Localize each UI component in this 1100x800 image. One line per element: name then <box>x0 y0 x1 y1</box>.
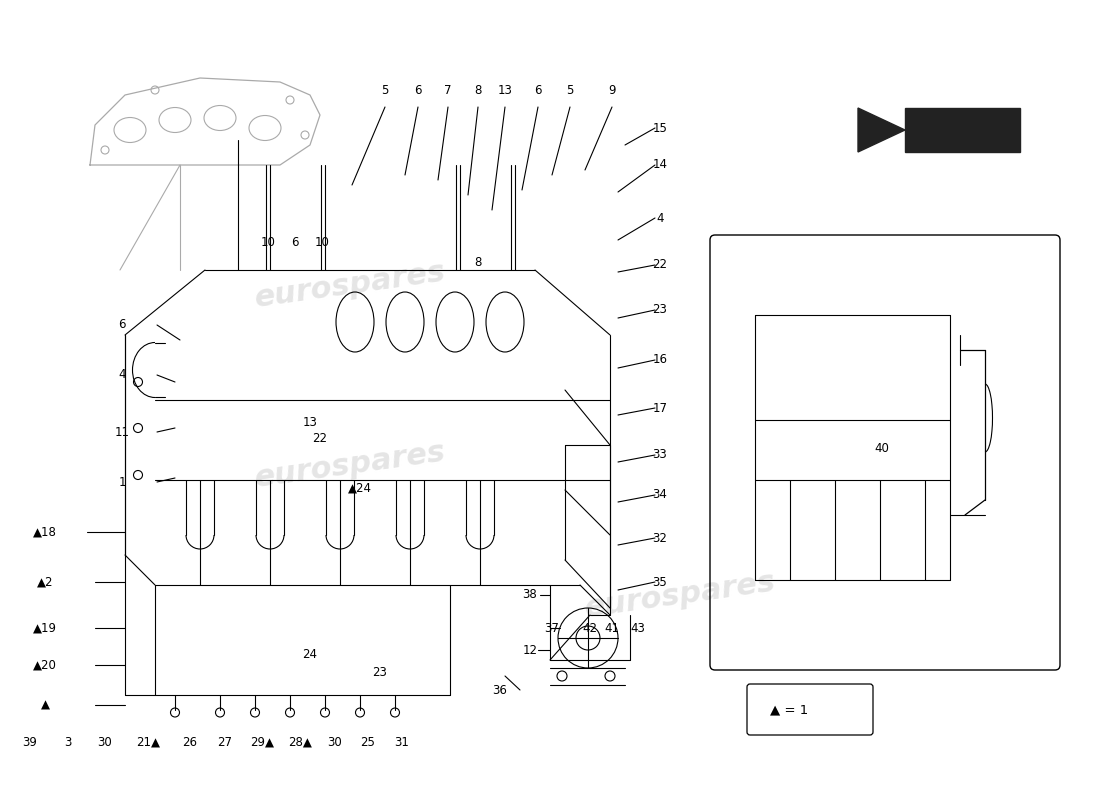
Text: 23: 23 <box>652 303 668 317</box>
Text: 39: 39 <box>23 735 37 749</box>
Text: 6: 6 <box>535 83 541 97</box>
Text: 13: 13 <box>302 415 318 429</box>
Text: 14: 14 <box>652 158 668 171</box>
Text: ▲19: ▲19 <box>33 622 57 634</box>
Text: 37: 37 <box>544 622 560 634</box>
Text: ▲24: ▲24 <box>348 482 372 494</box>
Text: 24: 24 <box>302 649 318 662</box>
Text: 12: 12 <box>522 643 538 657</box>
Text: 3: 3 <box>64 735 72 749</box>
Text: eurospares: eurospares <box>253 438 448 493</box>
Text: 4: 4 <box>657 211 663 225</box>
Text: ▲2: ▲2 <box>36 575 53 589</box>
Text: 41: 41 <box>605 622 619 634</box>
Text: 5: 5 <box>566 83 574 97</box>
Text: 27: 27 <box>218 735 232 749</box>
Text: 4: 4 <box>119 369 125 382</box>
Text: ▲18: ▲18 <box>33 526 57 538</box>
Text: 23: 23 <box>373 666 387 678</box>
Text: 7: 7 <box>444 83 452 97</box>
Text: 10: 10 <box>261 235 275 249</box>
Text: 35: 35 <box>652 575 668 589</box>
Text: 43: 43 <box>630 622 646 634</box>
Text: 6: 6 <box>292 235 299 249</box>
Text: 36: 36 <box>493 683 507 697</box>
Text: 33: 33 <box>652 449 668 462</box>
Text: 16: 16 <box>652 354 668 366</box>
Text: 22: 22 <box>652 258 668 271</box>
Text: 29▲: 29▲ <box>250 735 274 749</box>
Text: eurospares: eurospares <box>253 258 448 313</box>
Text: 26: 26 <box>183 735 198 749</box>
Text: 1: 1 <box>119 475 125 489</box>
Text: 38: 38 <box>522 589 538 602</box>
Text: 22: 22 <box>312 431 328 445</box>
Text: 34: 34 <box>652 489 668 502</box>
Polygon shape <box>858 108 905 152</box>
Text: 42: 42 <box>583 622 597 634</box>
Text: 30: 30 <box>98 735 112 749</box>
Text: 11: 11 <box>114 426 130 438</box>
Text: 9: 9 <box>608 83 616 97</box>
Text: 10: 10 <box>315 235 329 249</box>
Text: ▲ = 1: ▲ = 1 <box>770 703 808 716</box>
Text: 40: 40 <box>874 442 890 454</box>
Text: 6: 6 <box>415 83 421 97</box>
Text: 31: 31 <box>395 735 409 749</box>
Text: 30: 30 <box>328 735 342 749</box>
Text: 28▲: 28▲ <box>288 735 312 749</box>
Text: 21▲: 21▲ <box>136 735 160 749</box>
Text: 6: 6 <box>119 318 125 331</box>
Text: 32: 32 <box>652 531 668 545</box>
Text: 15: 15 <box>652 122 668 134</box>
Text: 8: 8 <box>474 255 482 269</box>
Text: ▲: ▲ <box>41 698 50 711</box>
Polygon shape <box>905 108 1020 152</box>
Text: 25: 25 <box>361 735 375 749</box>
Text: eurospares: eurospares <box>583 567 778 622</box>
Text: ▲20: ▲20 <box>33 658 57 671</box>
Text: 8: 8 <box>474 83 482 97</box>
Text: 5: 5 <box>382 83 388 97</box>
Text: 13: 13 <box>497 83 513 97</box>
Text: 17: 17 <box>652 402 668 414</box>
